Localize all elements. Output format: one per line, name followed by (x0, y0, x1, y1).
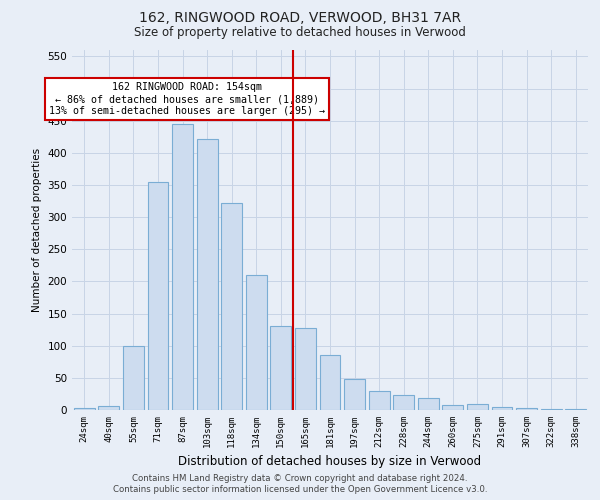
Bar (246, 275, 267, 410)
Bar (148, 182, 169, 410)
Bar (172, 124, 193, 410)
Text: Size of property relative to detached houses in Verwood: Size of property relative to detached ho… (134, 26, 466, 39)
Bar (98, 406, 119, 410)
Bar (393, 395, 414, 410)
Bar (442, 405, 463, 410)
Bar (565, 408, 586, 410)
X-axis label: Distribution of detached houses by size in Verwood: Distribution of detached houses by size … (178, 456, 482, 468)
Bar (295, 328, 316, 410)
Text: 162 RINGWOOD ROAD: 154sqm
← 86% of detached houses are smaller (1,889)
13% of se: 162 RINGWOOD ROAD: 154sqm ← 86% of detac… (49, 82, 325, 116)
Text: 162, RINGWOOD ROAD, VERWOOD, BH31 7AR: 162, RINGWOOD ROAD, VERWOOD, BH31 7AR (139, 12, 461, 26)
Bar (74, 408, 95, 410)
Bar (344, 379, 365, 410)
Bar (418, 398, 439, 410)
Bar (491, 407, 512, 410)
Bar (221, 203, 242, 410)
Bar (368, 390, 389, 410)
Text: Contains HM Land Registry data © Crown copyright and database right 2024.
Contai: Contains HM Land Registry data © Crown c… (113, 474, 487, 494)
Bar (516, 408, 537, 410)
Bar (123, 346, 144, 410)
Bar (271, 326, 292, 410)
Bar (197, 138, 218, 410)
Bar (467, 404, 488, 410)
Bar (320, 356, 340, 410)
Y-axis label: Number of detached properties: Number of detached properties (32, 148, 42, 312)
